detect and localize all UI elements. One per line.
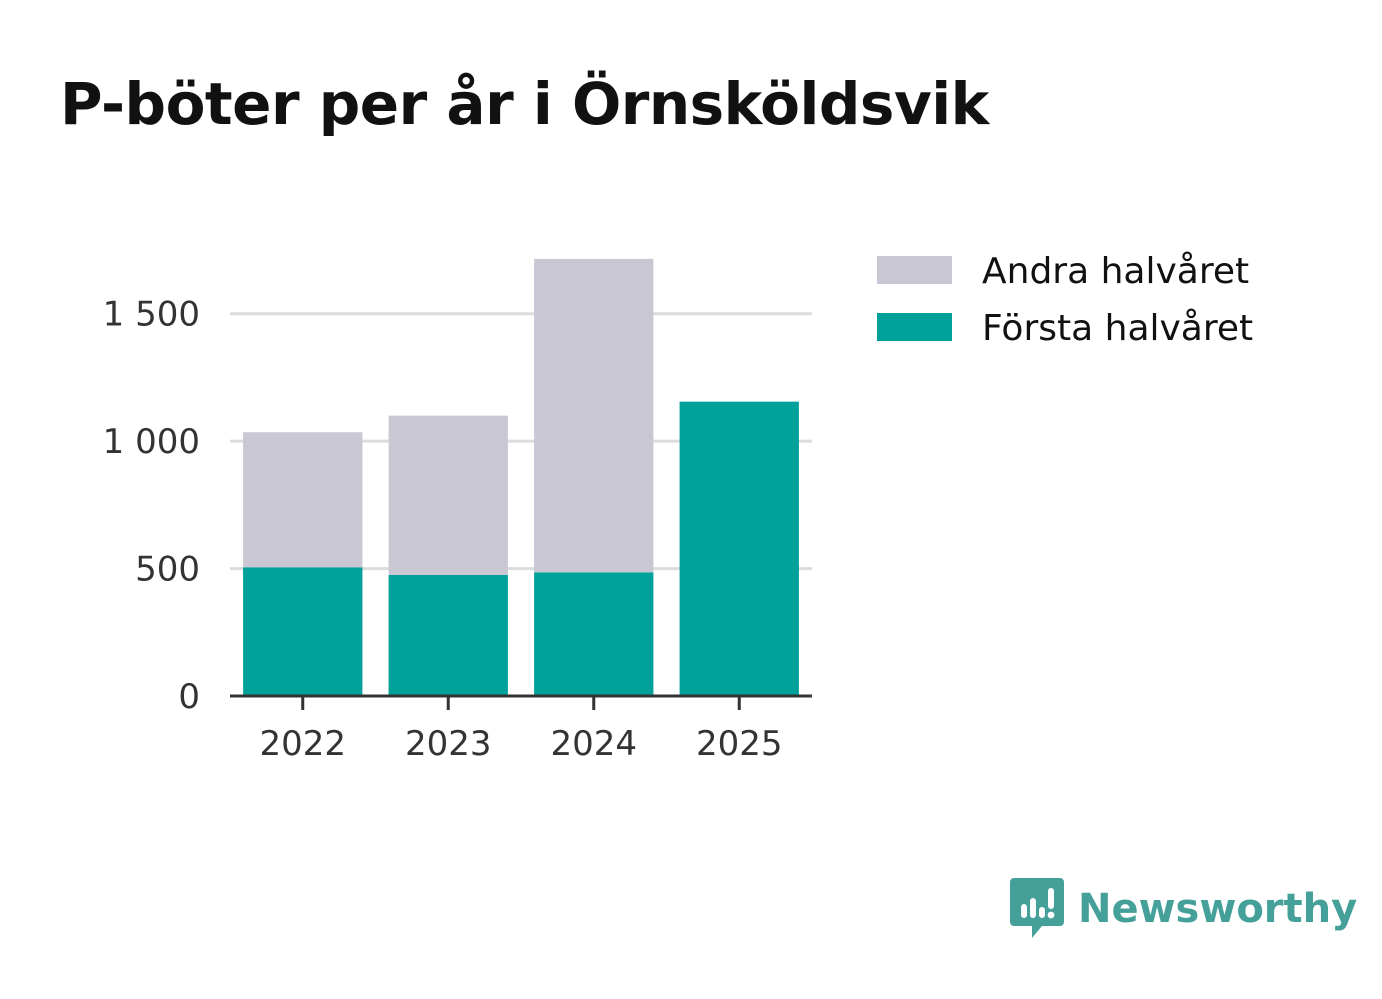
y-tick-label: 1 500 xyxy=(103,295,200,335)
y-tick-label: 0 xyxy=(178,677,200,717)
bar-2024-andra-halvaret xyxy=(534,258,654,573)
brand-logo: Newsworthy xyxy=(1010,878,1357,940)
legend-swatch-andra-halvaret xyxy=(877,256,952,284)
bar-2024-forsta-halvaret xyxy=(534,572,654,696)
x-tick-label: 2024 xyxy=(550,724,637,764)
legend-swatch-forsta-halvaret xyxy=(877,313,952,341)
bar-2023-andra-halvaret xyxy=(388,415,508,575)
bar-2023-forsta-halvaret xyxy=(388,574,508,696)
x-tick-label: 2025 xyxy=(696,724,783,764)
axes: 0 500 1 000 1 500 2022 2023 2024 2025 xyxy=(103,295,812,764)
x-tick-label: 2022 xyxy=(259,724,346,764)
newsworthy-logo-icon xyxy=(1010,878,1064,938)
bar-2025-forsta-halvaret xyxy=(679,401,799,696)
y-tick-label: 1 000 xyxy=(103,422,200,462)
legend-label-forsta-halvaret: Första halvåret xyxy=(982,308,1253,349)
chart-title: P-böter per år i Örnsköldsvik xyxy=(60,70,989,138)
legend-label-andra-halvaret: Andra halvåret xyxy=(982,251,1249,292)
y-tick-label: 500 xyxy=(135,550,200,590)
bar-2022-forsta-halvaret xyxy=(243,567,363,696)
x-tick-label: 2023 xyxy=(405,724,492,764)
bar-2022-andra-halvaret xyxy=(243,432,363,568)
bars xyxy=(243,258,799,696)
legend: Andra halvåret Första halvåret xyxy=(877,251,1253,349)
brand-name: Newsworthy xyxy=(1078,886,1358,932)
